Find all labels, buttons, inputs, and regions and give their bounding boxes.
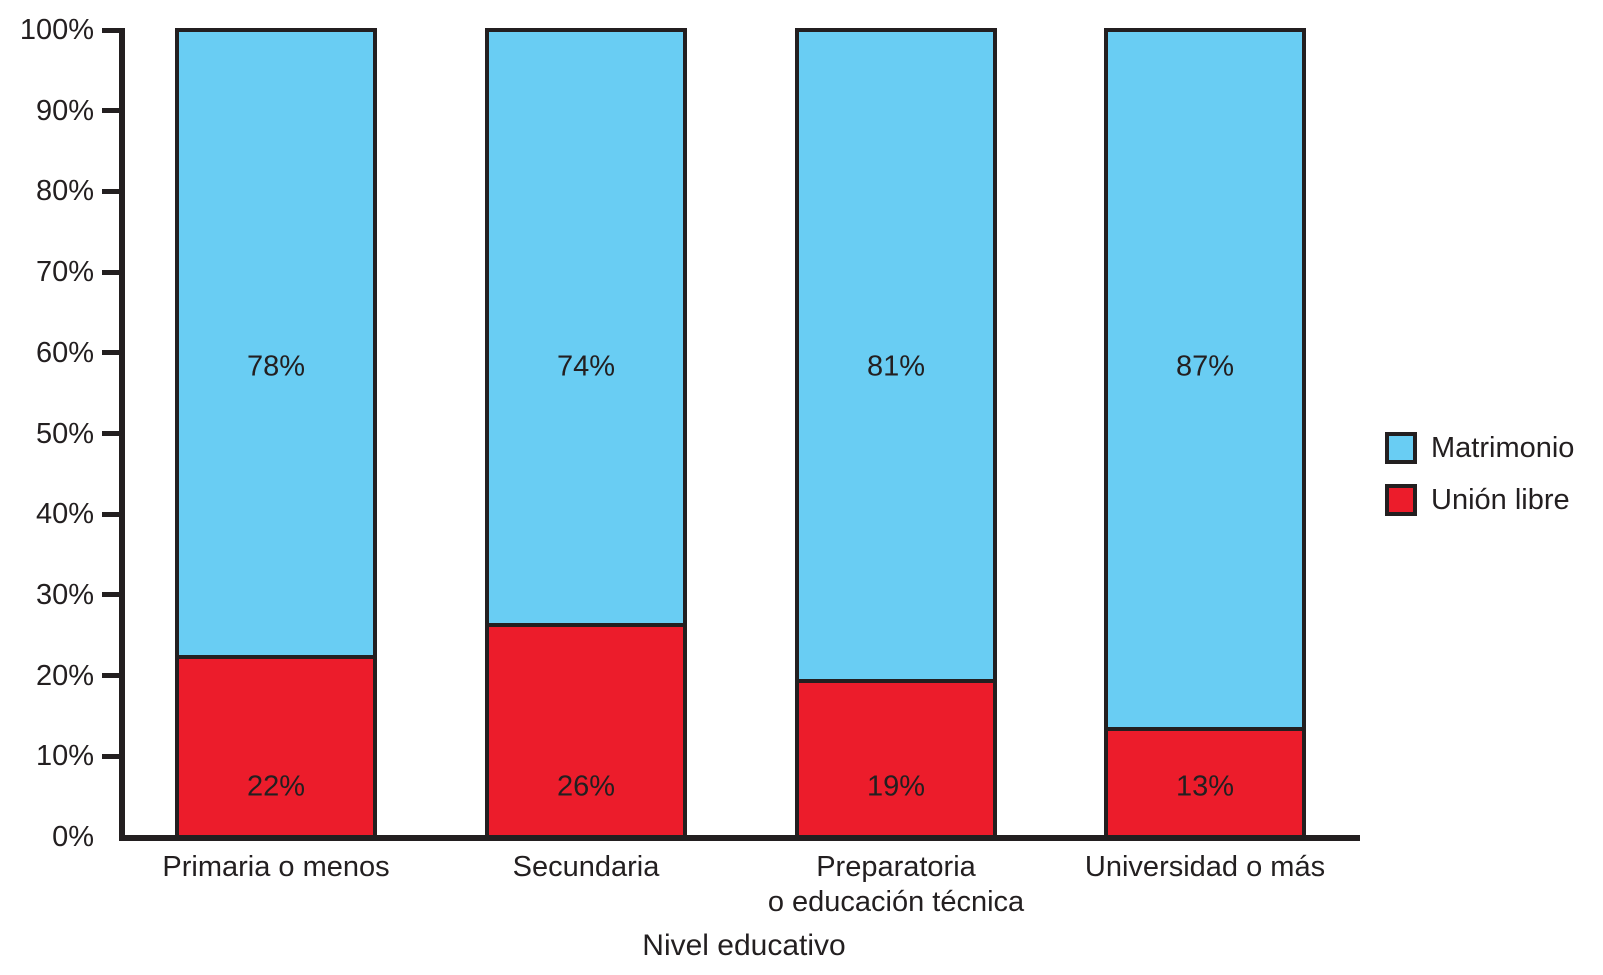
segment-union-libre [179, 655, 373, 835]
legend-item-matrimonio: Matrimonio [1385, 432, 1574, 464]
value-label: 87% [1175, 350, 1235, 383]
y-tick-label: 80% [35, 175, 94, 208]
legend: Matrimonio Unión libre [1385, 432, 1574, 536]
legend-item-union-libre: Unión libre [1385, 484, 1574, 516]
y-tick-label: 30% [35, 578, 94, 611]
y-tick-mark [102, 269, 119, 275]
segment-matrimonio [489, 32, 683, 624]
value-label: 81% [866, 350, 926, 383]
value-label: 19% [866, 770, 926, 803]
value-label: 22% [246, 770, 306, 803]
x-axis-title: Nivel educativo [642, 929, 846, 962]
y-tick-mark [102, 753, 119, 759]
y-tick-label: 100% [19, 14, 94, 46]
legend-label-union-libre: Unión libre [1431, 484, 1570, 516]
segment-matrimonio [179, 32, 373, 656]
y-tick-mark [102, 350, 119, 356]
segment-matrimonio [799, 32, 993, 680]
y-tick-label: 60% [35, 336, 94, 369]
y-tick-mark [102, 673, 119, 679]
value-label: 78% [246, 350, 306, 383]
segment-union-libre [1108, 727, 1302, 835]
y-tick-mark [102, 188, 119, 194]
segment-matrimonio [1108, 32, 1302, 728]
segment-union-libre [799, 679, 993, 835]
y-tick-mark [102, 108, 119, 114]
y-tick-label: 90% [35, 94, 94, 127]
y-tick-label: 50% [35, 417, 94, 450]
y-tick-label: 0% [52, 821, 94, 853]
legend-swatch-union-libre [1385, 484, 1417, 516]
bar [175, 28, 377, 839]
x-category-label: Universidad o más [1084, 851, 1326, 883]
y-tick-label: 70% [35, 256, 94, 289]
y-tick-label: 40% [35, 498, 94, 531]
value-label: 74% [556, 350, 616, 383]
x-axis-line [119, 835, 1360, 841]
value-label: 26% [556, 770, 616, 803]
legend-label-matrimonio: Matrimonio [1431, 432, 1575, 464]
y-tick-mark [102, 592, 119, 598]
bar [1104, 28, 1306, 839]
bar [485, 28, 687, 839]
bar [795, 28, 997, 839]
x-category-label: Primaria o menos [162, 851, 390, 883]
y-tick-mark [102, 431, 119, 436]
y-tick-label: 20% [35, 659, 94, 692]
x-category-label: Secundaria [512, 851, 660, 883]
segment-union-libre [489, 623, 683, 835]
legend-swatch-matrimonio [1385, 432, 1417, 464]
y-tick-mark [102, 27, 119, 33]
y-tick-mark [102, 511, 119, 517]
value-label: 13% [1175, 770, 1235, 803]
y-tick-label: 10% [35, 740, 94, 773]
x-category-label: Preparatoria o educación técnica [767, 851, 1025, 918]
y-axis-line [119, 28, 125, 841]
